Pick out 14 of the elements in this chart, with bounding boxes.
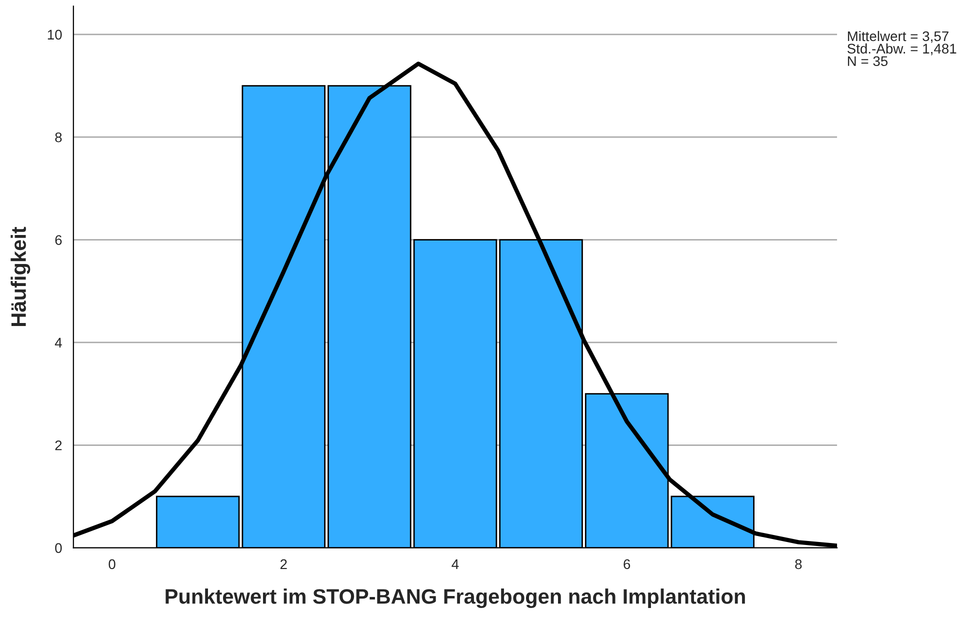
y-axis-title: Häufigkeit	[10, 226, 30, 326]
y-tick-label: 4	[54, 338, 62, 348]
y-tick-label: 8	[55, 132, 62, 142]
x-tick-label: 0	[108, 559, 116, 570]
x-tick-label: 2	[280, 559, 287, 569]
text: Mittelwert = 3,57 Std.-Abw. = 1,481 N = 35	[847, 30, 956, 66]
x-tick-label: 4	[452, 559, 459, 569]
x-axis-title: Punktewert im STOP-BANG Fragebogen nach Implantation	[166, 588, 745, 608]
x-tick-label: 6	[624, 559, 630, 570]
y-tick-label: 2	[55, 440, 62, 450]
x-tick-label: 8	[795, 559, 802, 570]
y-tick-label: 10	[48, 30, 62, 40]
y-tick-label: 6	[55, 235, 62, 245]
y-tick-label: 0	[55, 543, 62, 553]
